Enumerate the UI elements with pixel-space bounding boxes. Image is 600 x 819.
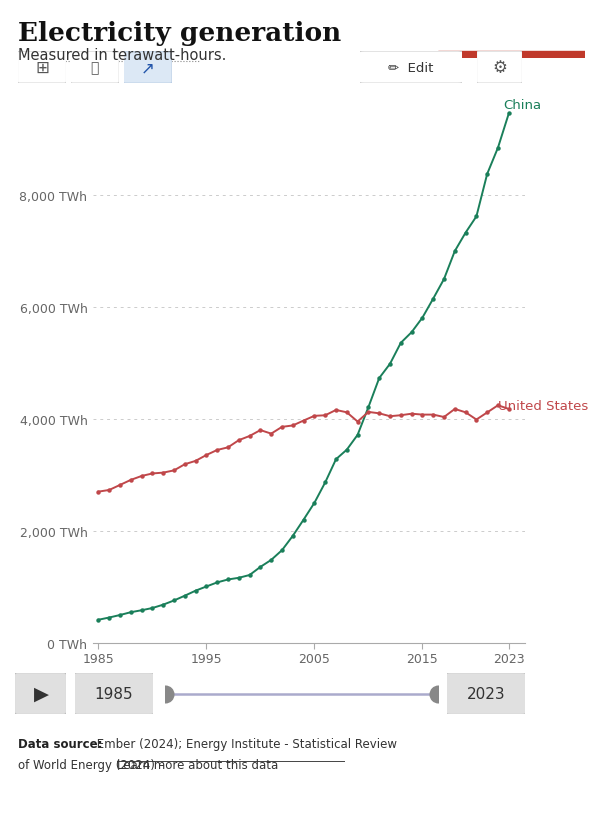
Text: ⚙: ⚙ [492,59,507,77]
Text: Ember (2024); Energy Institute - Statistical Review: Ember (2024); Energy Institute - Statist… [93,737,397,750]
Text: United States: United States [498,400,588,413]
Text: ↗: ↗ [140,59,155,77]
Text: 2023: 2023 [467,686,505,701]
Text: in Data: in Data [485,37,539,50]
Bar [438,52,585,59]
Text: ▶: ▶ [34,684,49,704]
FancyBboxPatch shape [70,52,119,84]
Text: 🌍: 🌍 [91,61,99,75]
Text: Measured in terawatt-hours.: Measured in terawatt-hours. [18,48,226,62]
Text: ⊞: ⊞ [35,59,49,77]
FancyBboxPatch shape [445,673,527,714]
Text: Our World: Our World [473,16,550,29]
FancyBboxPatch shape [359,52,463,84]
FancyBboxPatch shape [73,673,155,714]
Text: 1985: 1985 [95,686,133,701]
Text: China: China [503,98,542,111]
Text: Learn more about this data: Learn more about this data [117,758,278,771]
FancyBboxPatch shape [476,52,523,84]
Text: ✏  Edit: ✏ Edit [388,61,434,75]
FancyBboxPatch shape [17,52,67,84]
Text: of World Energy (2024) –: of World Energy (2024) – [18,758,168,771]
Text: Data source:: Data source: [18,737,103,750]
Text: Electricity generation: Electricity generation [18,20,341,45]
FancyBboxPatch shape [14,673,67,714]
FancyBboxPatch shape [123,52,172,84]
